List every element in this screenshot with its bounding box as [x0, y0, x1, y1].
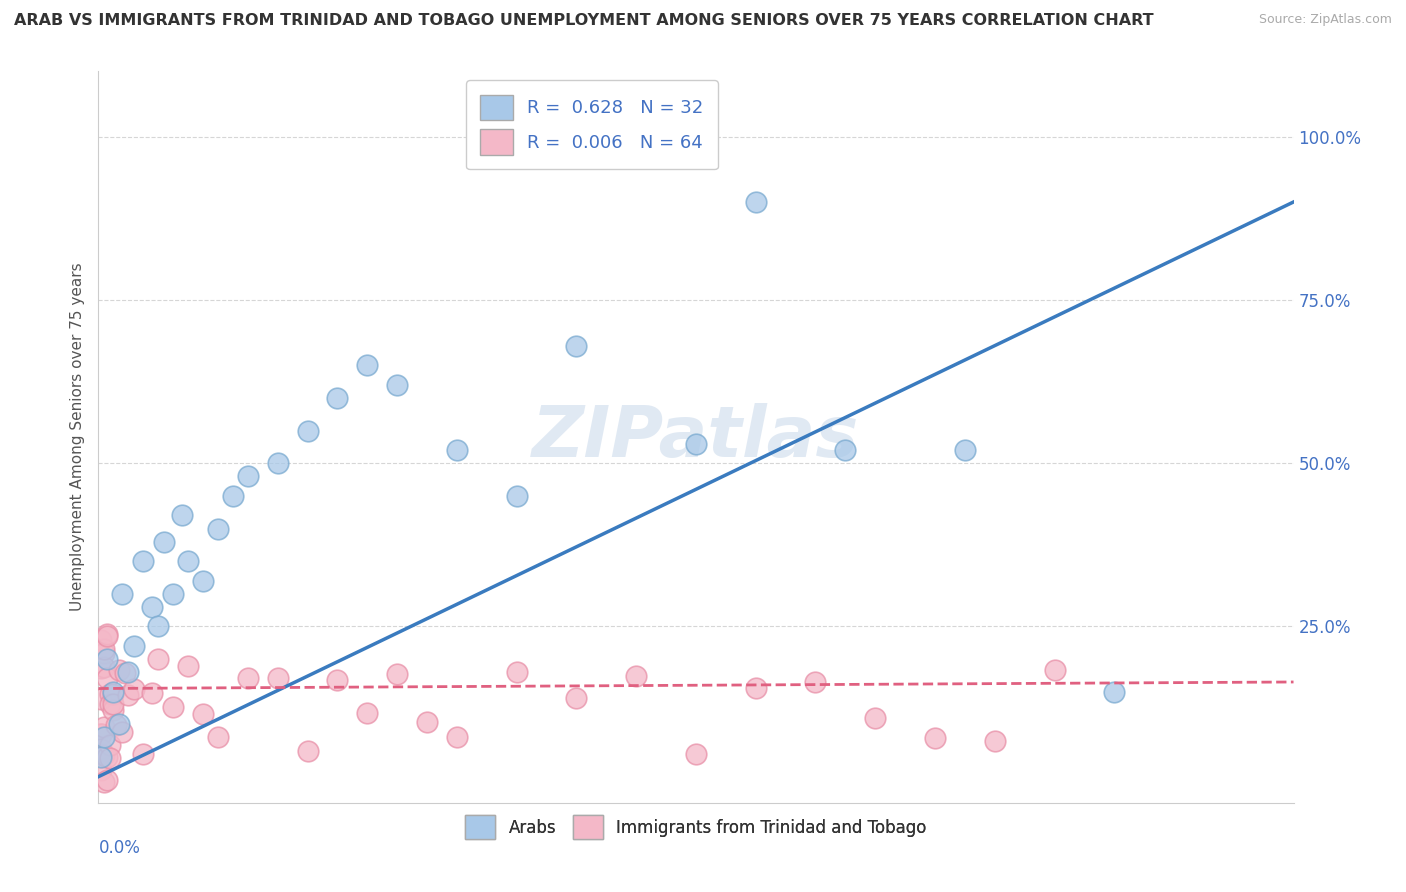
Point — [96, 652, 118, 666]
Point — [114, 665, 136, 680]
Point — [222, 489, 245, 503]
Text: ZIPatlas: ZIPatlas — [533, 402, 859, 472]
Point — [93, 646, 115, 660]
Point — [626, 668, 648, 682]
Point — [132, 554, 155, 568]
Point — [96, 750, 118, 764]
Point — [172, 508, 194, 523]
Point — [93, 731, 115, 745]
Point — [153, 534, 176, 549]
Point — [96, 627, 118, 641]
Point — [132, 747, 155, 761]
Point — [745, 194, 768, 209]
Legend: Arabs, Immigrants from Trinidad and Tobago: Arabs, Immigrants from Trinidad and Toba… — [458, 809, 934, 846]
Point — [103, 702, 125, 716]
Point — [745, 681, 768, 695]
Point — [953, 443, 976, 458]
Point — [446, 731, 468, 745]
Point — [191, 706, 214, 721]
Point — [93, 720, 115, 734]
Point — [90, 727, 112, 741]
Point — [326, 391, 349, 405]
Point — [356, 358, 378, 372]
Point — [162, 587, 184, 601]
Point — [111, 725, 134, 739]
Point — [98, 751, 122, 765]
Point — [96, 772, 118, 787]
Point — [924, 731, 946, 746]
Point — [506, 665, 529, 679]
Point — [1104, 685, 1126, 699]
Point — [356, 706, 378, 720]
Point — [90, 750, 112, 764]
Point — [506, 489, 529, 503]
Point — [90, 763, 112, 777]
Point — [267, 671, 290, 685]
Point — [96, 671, 118, 685]
Text: 0.0%: 0.0% — [98, 839, 141, 857]
Point — [93, 641, 115, 656]
Point — [162, 700, 184, 714]
Point — [93, 775, 115, 789]
Point — [90, 750, 112, 764]
Point — [96, 629, 118, 643]
Point — [108, 663, 131, 677]
Point — [191, 574, 214, 588]
Point — [108, 717, 131, 731]
Point — [148, 652, 170, 666]
Point — [90, 742, 112, 756]
Point — [385, 377, 409, 392]
Point — [1043, 663, 1066, 677]
Point — [90, 691, 112, 706]
Point — [236, 671, 259, 685]
Point — [103, 687, 125, 701]
Point — [685, 436, 707, 450]
Point — [177, 554, 200, 568]
Point — [984, 733, 1007, 747]
Point — [90, 633, 112, 648]
Point — [124, 681, 146, 696]
Point — [90, 727, 112, 741]
Point — [141, 599, 163, 614]
Point — [117, 688, 139, 702]
Point — [565, 691, 588, 706]
Point — [565, 338, 588, 352]
Point — [177, 658, 200, 673]
Point — [326, 673, 349, 687]
Point — [207, 731, 229, 745]
Point — [103, 685, 125, 699]
Point — [297, 744, 319, 758]
Point — [93, 748, 115, 763]
Point — [685, 747, 707, 762]
Point — [141, 686, 163, 700]
Point — [236, 469, 259, 483]
Point — [297, 424, 319, 438]
Point — [804, 675, 827, 690]
Point — [416, 714, 439, 729]
Point — [834, 443, 856, 458]
Point — [207, 521, 229, 535]
Point — [98, 698, 122, 712]
Point — [103, 697, 125, 711]
Point — [93, 659, 115, 673]
Point — [105, 718, 128, 732]
Point — [98, 687, 122, 701]
Point — [267, 456, 290, 470]
Text: Source: ZipAtlas.com: Source: ZipAtlas.com — [1258, 13, 1392, 27]
Point — [148, 619, 170, 633]
Point — [111, 587, 134, 601]
Point — [117, 665, 139, 680]
Point — [446, 443, 468, 458]
Point — [865, 711, 887, 725]
Point — [385, 666, 409, 681]
Text: ARAB VS IMMIGRANTS FROM TRINIDAD AND TOBAGO UNEMPLOYMENT AMONG SENIORS OVER 75 Y: ARAB VS IMMIGRANTS FROM TRINIDAD AND TOB… — [14, 13, 1154, 29]
Point — [124, 639, 146, 653]
Point — [98, 738, 122, 752]
Point — [90, 661, 112, 675]
Y-axis label: Unemployment Among Seniors over 75 years: Unemployment Among Seniors over 75 years — [69, 263, 84, 611]
